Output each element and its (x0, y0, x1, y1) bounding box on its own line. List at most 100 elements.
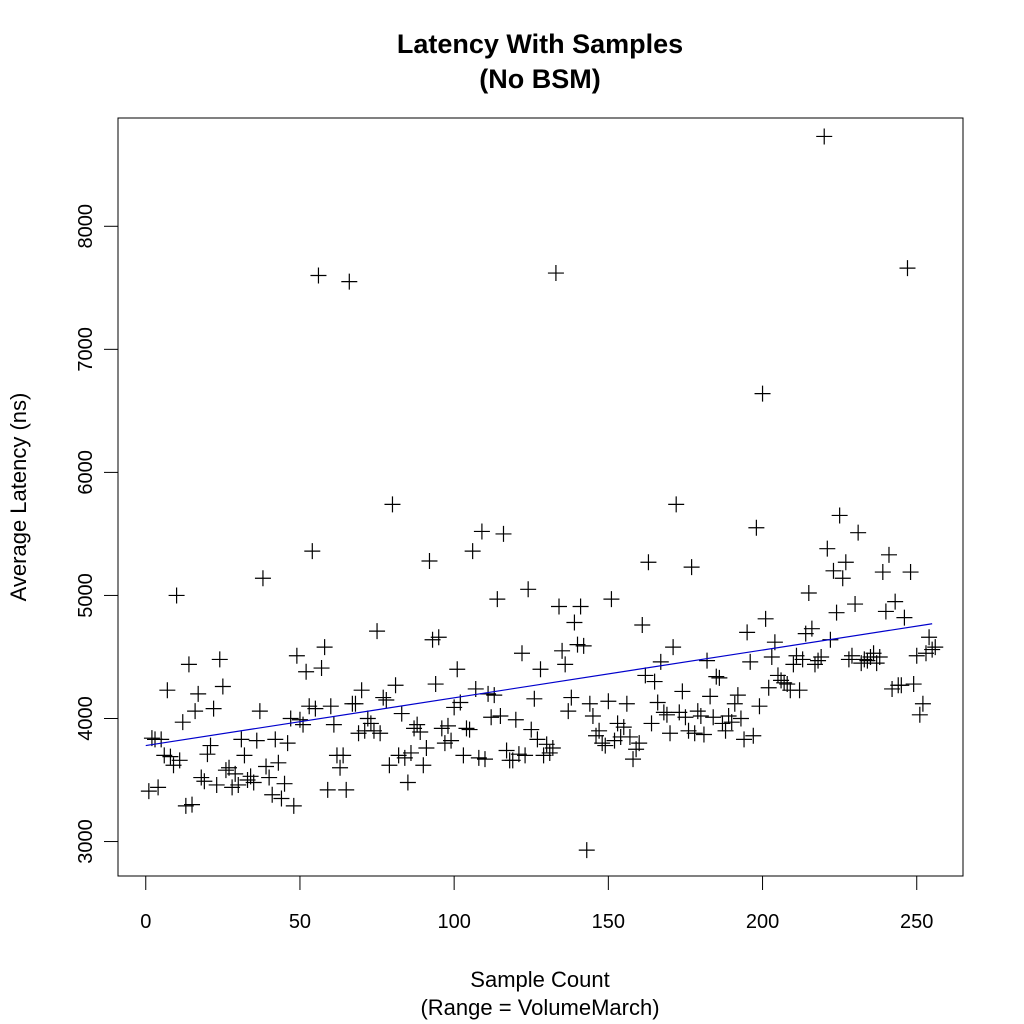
data-point (301, 698, 318, 715)
data-point (584, 708, 601, 725)
data-point (211, 651, 228, 668)
data-point (174, 714, 191, 731)
data-point (199, 746, 216, 763)
data-point (705, 709, 722, 726)
data-point (239, 772, 256, 789)
data-point (791, 682, 808, 699)
data-point (495, 525, 512, 542)
data-point (692, 708, 709, 725)
data-point (665, 639, 682, 656)
data-point (594, 735, 611, 752)
data-point (399, 774, 416, 791)
data-point (615, 719, 632, 736)
data-point (365, 722, 382, 739)
data-point (202, 737, 219, 754)
data-point (643, 715, 660, 732)
data-point (899, 260, 916, 277)
data-point (489, 591, 506, 608)
data-point (217, 762, 234, 779)
data-point (911, 706, 928, 723)
data-point (572, 598, 589, 615)
data-point (332, 759, 349, 776)
data-point (908, 647, 925, 664)
data-point (140, 783, 157, 800)
data-point (868, 655, 885, 672)
data-point (184, 796, 201, 813)
data-point (887, 593, 904, 610)
data-point (436, 735, 453, 752)
data-point (714, 715, 731, 732)
data-point (803, 620, 820, 637)
data-point (150, 779, 167, 796)
data-point (551, 598, 568, 615)
data-point (153, 731, 170, 748)
data-point (498, 742, 515, 759)
data-point (748, 519, 765, 536)
x-tick-label: 100 (437, 911, 470, 933)
data-point (510, 746, 527, 763)
data-point (208, 776, 225, 793)
data-point (754, 385, 771, 402)
x-tick-label: 0 (140, 911, 151, 933)
data-point (865, 645, 882, 662)
data-point (837, 554, 854, 571)
data-point (387, 677, 404, 694)
data-point (421, 552, 438, 569)
data-point (492, 708, 509, 725)
data-point (227, 765, 244, 782)
data-point (221, 759, 238, 776)
data-point (760, 679, 777, 696)
data-point (856, 651, 873, 668)
data-point (261, 769, 278, 786)
data-point (621, 728, 638, 745)
data-point (662, 725, 679, 742)
data-point (575, 637, 592, 654)
x-axis-sublabel: (Range = VolumeMarch) (420, 995, 659, 1020)
data-point (310, 267, 327, 284)
data-point (298, 663, 315, 680)
data-point (655, 704, 672, 721)
data-point (729, 687, 746, 704)
data-point (205, 700, 222, 717)
data-point (776, 674, 793, 691)
x-tick-label: 200 (746, 911, 779, 933)
data-point (378, 692, 395, 709)
data-point (449, 661, 466, 678)
y-axis-label: Average Latency (ns) (6, 393, 31, 602)
data-point (390, 747, 407, 764)
data-point (893, 677, 910, 694)
data-point (736, 731, 753, 748)
data-point (177, 797, 194, 814)
data-point (914, 695, 931, 712)
y-tick-label: 7000 (75, 327, 97, 372)
data-point (834, 570, 851, 587)
data-point (529, 731, 546, 748)
data-point (658, 706, 675, 723)
data-point (384, 496, 401, 513)
data-point (214, 678, 231, 695)
data-point (504, 752, 521, 769)
data-point (433, 720, 450, 737)
data-point (473, 523, 490, 540)
data-point (853, 655, 870, 672)
data-point (245, 774, 262, 791)
data-point (168, 587, 185, 604)
data-point (236, 747, 253, 764)
data-point (461, 721, 478, 738)
data-point (254, 570, 271, 587)
chart-subtitle: (No BSM) (479, 64, 600, 94)
data-point (538, 736, 555, 753)
data-point (427, 676, 444, 693)
data-point (717, 722, 734, 739)
data-point (763, 648, 780, 665)
data-point (720, 708, 737, 725)
data-point (402, 744, 419, 761)
data-point (288, 647, 305, 664)
data-point (557, 656, 574, 673)
data-point (563, 689, 580, 706)
data-point (196, 773, 213, 790)
data-point (285, 797, 302, 814)
data-point (313, 660, 330, 677)
data-point (187, 703, 204, 720)
